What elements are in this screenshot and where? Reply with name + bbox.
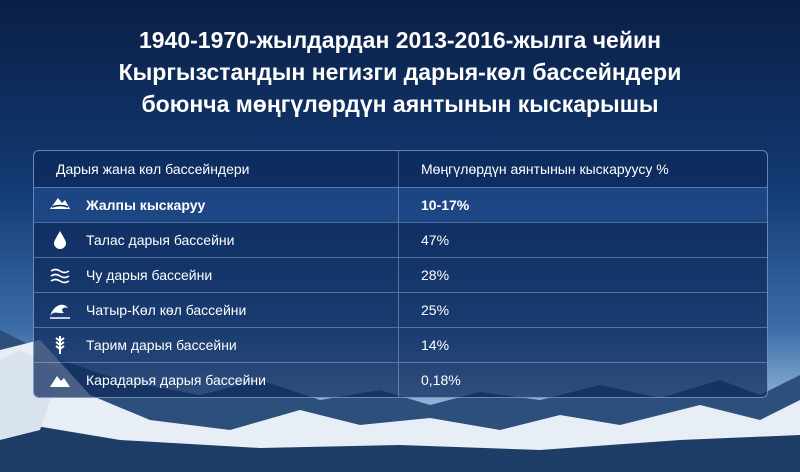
basin-name: Карадарья дарыя бассейни xyxy=(86,372,266,388)
icon xyxy=(50,198,70,209)
basin-name: Чатыр-Көл көл бассейни xyxy=(86,302,247,318)
row-icon xyxy=(34,368,86,392)
header-cell: Дарыя жана көл бассейндери xyxy=(34,151,399,187)
reduction-value: 14% xyxy=(421,337,450,353)
table-row: Чу дарыя бассейни 28% xyxy=(34,257,767,292)
row-name-cell: Жалпы кыскаруу xyxy=(34,188,399,222)
table-header: Дарыя жана көл бассейндери Мөңгүлөрдүн а… xyxy=(34,151,767,187)
icon xyxy=(54,231,66,249)
row-name-cell: Талас дарыя бассейни xyxy=(34,223,399,257)
row-name-cell: Тарим дарыя бассейни xyxy=(34,328,399,362)
icon xyxy=(50,304,70,319)
row-name-cell: Карадарья дарыя бассейни xyxy=(34,363,399,397)
row-icon xyxy=(34,298,86,322)
icon xyxy=(50,268,70,284)
reduction-value: 10-17% xyxy=(421,197,470,213)
table-row: Жалпы кыскаруу 10-17% xyxy=(34,187,767,222)
table: Дарыя жана көл бассейндери Мөңгүлөрдүн а… xyxy=(33,150,768,398)
row-icon xyxy=(34,333,86,357)
reduction-value: 28% xyxy=(421,267,450,283)
title-line: Кыргызстандын негизги дарыя-көл бассейнд… xyxy=(118,59,682,85)
header-cell: Мөңгүлөрдүн аянтынын кыскаруусу % xyxy=(421,161,669,177)
basin-name: Талас дарыя бассейни xyxy=(86,232,235,248)
table-row: Тарим дарыя бассейни 14% xyxy=(34,327,767,362)
basin-name: Чу дарыя бассейни xyxy=(86,267,213,283)
reduction-value: 47% xyxy=(421,232,450,248)
title-line: 1940-1970-жылдардан 2013-2016-жылга чейи… xyxy=(138,27,662,53)
row-icon xyxy=(34,263,86,287)
row-name-cell: Чу дарыя бассейни xyxy=(34,258,399,292)
basin-name: Тарим дарыя бассейни xyxy=(86,337,237,353)
table-row: Карадарья дарыя бассейни 0,18% xyxy=(34,362,767,397)
title: 1940-1970-жылдардан 2013-2016-жылга чейи… xyxy=(0,24,800,120)
icon xyxy=(55,336,65,354)
icon xyxy=(50,376,70,387)
row-icon xyxy=(34,193,86,217)
row-icon xyxy=(34,228,86,252)
table-row: Талас дарыя бассейни 47% xyxy=(34,222,767,257)
title-line: боюнча мөңгүлөрдүн аянтынын кыскарышы xyxy=(141,91,659,117)
basin-name: Жалпы кыскаруу xyxy=(86,197,206,213)
reduction-value: 25% xyxy=(421,302,450,318)
row-name-cell: Чатыр-Көл көл бассейни xyxy=(34,293,399,327)
reduction-value: 0,18% xyxy=(421,372,461,388)
table-row: Чатыр-Көл көл бассейни 25% xyxy=(34,292,767,327)
